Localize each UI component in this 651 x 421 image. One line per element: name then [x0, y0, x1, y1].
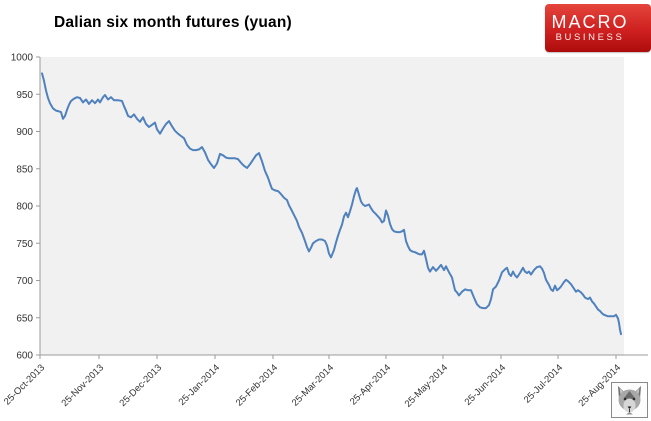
x-axis-label: 25-Dec-2013 [118, 362, 165, 409]
logo-text-macro: MACRO [551, 12, 629, 32]
x-axis-label: 25-Apr-2014 [348, 362, 393, 407]
macrobusiness-logo: MACRO BUSINESS [545, 4, 651, 52]
y-axis-label: 750 [16, 239, 33, 250]
x-axis-label: 25-Oct-2013 [2, 362, 47, 407]
y-axis-label: 850 [16, 164, 33, 175]
y-axis-label: 900 [16, 127, 33, 138]
y-axis-label: 1000 [11, 53, 34, 64]
x-axis-label: 25-Feb-2014 [234, 362, 280, 408]
y-axis-label: 600 [16, 351, 33, 362]
chart-title: Dalian six month futures (yuan) [54, 14, 292, 31]
y-axis-label: 800 [16, 202, 33, 213]
wolf-head-icon [618, 386, 641, 415]
plot-area [40, 57, 624, 355]
y-axis-label: 700 [16, 276, 33, 287]
y-axis-label: 950 [16, 90, 33, 101]
wolf-badge [611, 382, 648, 418]
price-series-line [41, 72, 622, 336]
x-axis-label: 25-Jun-2014 [463, 362, 509, 408]
x-axis-label: 25-Nov-2013 [60, 362, 107, 409]
x-axis-label: 25-Mar-2014 [290, 362, 336, 408]
x-axis-label: 25-May-2014 [403, 362, 450, 409]
x-axis-label: 25-Jul-2014 [522, 362, 565, 405]
y-axis-label: 650 [16, 313, 33, 324]
logo-text-business: BUSINESS [555, 32, 625, 43]
x-axis-label: 25-Jan-2014 [177, 362, 223, 408]
